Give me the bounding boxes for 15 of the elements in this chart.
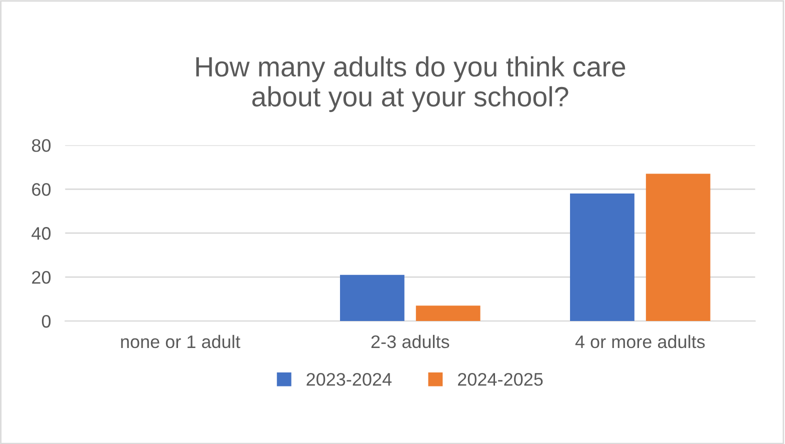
x-tick-label: 4 or more adults: [575, 334, 705, 348]
bar: [340, 274, 404, 322]
y-tick-label: 80: [32, 139, 51, 152]
y-tick-label: 40: [32, 227, 51, 240]
legend-label: 2024-2025: [458, 373, 543, 386]
y-tick-label: 60: [32, 183, 51, 196]
legend-label: 2023-2024: [306, 373, 392, 386]
bar: [570, 194, 634, 322]
chart-title: How many adults do you think care about you at your school?: [196, 56, 626, 112]
x-tick-label: none or 1 adult: [121, 334, 240, 348]
y-tick-label: 20: [32, 270, 51, 284]
bar: [646, 174, 710, 322]
bar: [416, 306, 480, 322]
x-tick-label: 2-3 adults: [371, 334, 450, 348]
y-tick-label: 0: [42, 314, 51, 328]
